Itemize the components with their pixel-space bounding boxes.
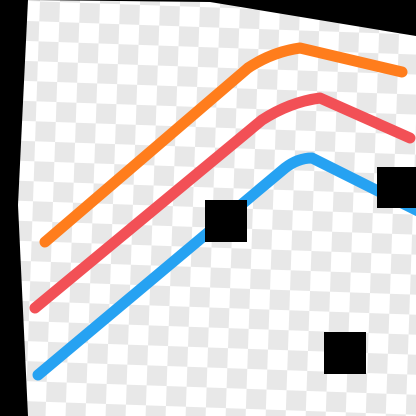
red-straw bbox=[29, 92, 416, 314]
occluder bbox=[205, 200, 247, 242]
occluder bbox=[377, 167, 416, 208]
blue-straw bbox=[32, 152, 416, 381]
straws bbox=[29, 42, 416, 381]
occluder bbox=[324, 332, 366, 374]
orange-straw bbox=[39, 42, 408, 248]
